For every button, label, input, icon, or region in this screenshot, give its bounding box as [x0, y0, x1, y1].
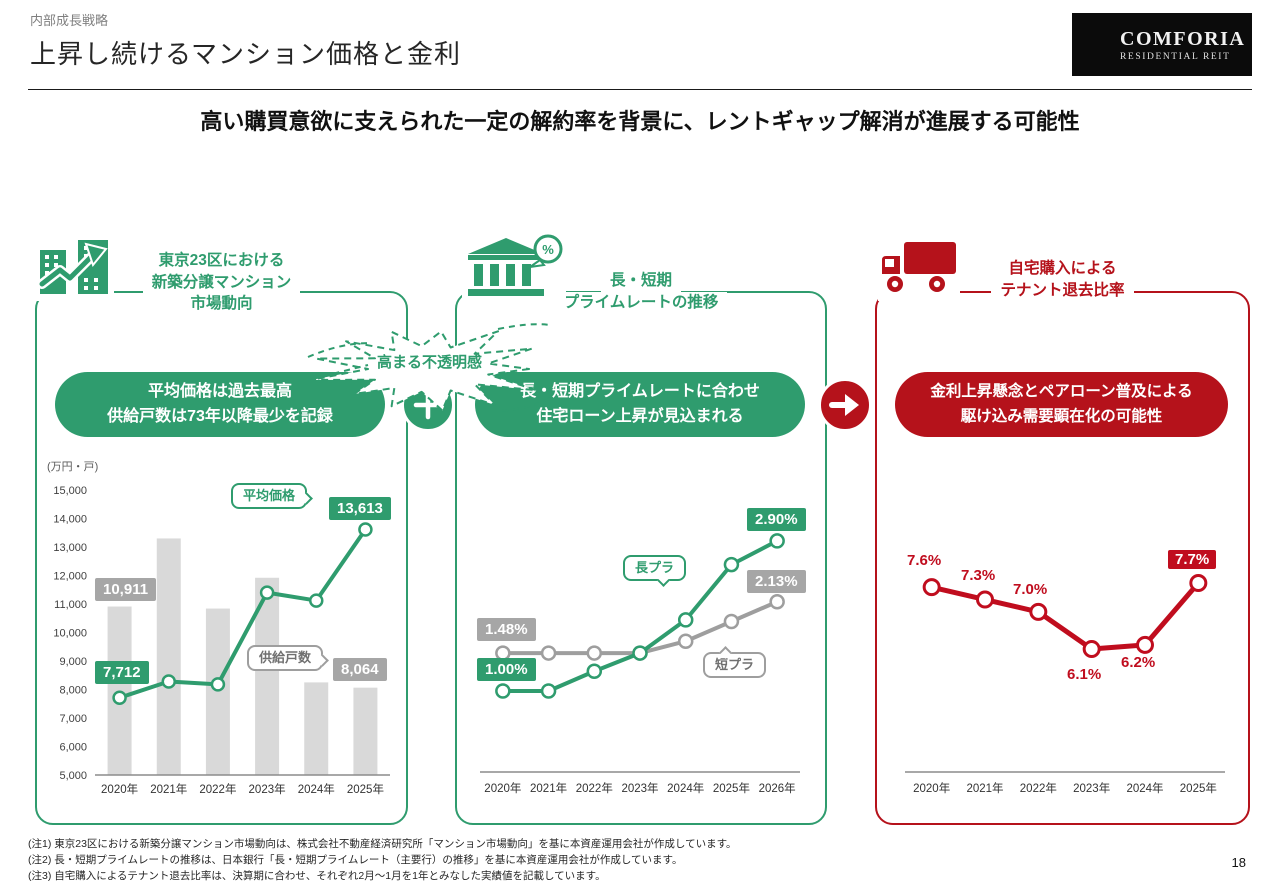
- footnote-3: (注3) 自宅購入によるテナント退去比率は、決算期に合わせ、それぞれ2月～1月を…: [28, 869, 606, 882]
- svg-text:2021年: 2021年: [150, 782, 187, 796]
- footnotes: (注1) 東京23区における新築分譲マンション市場動向は、株式会社不動産経済研究…: [28, 837, 737, 884]
- svg-text:%: %: [542, 242, 554, 257]
- short-rate-series-bubble: 短プラ: [703, 646, 767, 678]
- svg-text:2024年: 2024年: [1126, 781, 1163, 795]
- svg-text:9,000: 9,000: [59, 656, 87, 668]
- tenant-moveout-chart: 2020年 2021年 2022年 2023年 2024年 2025年 7.6% 7.3%…: [885, 540, 1245, 820]
- arrow-connector-icon: [818, 378, 872, 432]
- uncertainty-burst-label: 高まる不透明感: [376, 354, 482, 371]
- key-badge-left-line2: 供給戸数は73年以降最少を記録: [107, 407, 333, 425]
- price-end-value: 13,613: [329, 497, 391, 520]
- svg-text:14,000: 14,000: [53, 514, 87, 526]
- key-badge-middle-line1: 長・短期プライムレートに合わせ: [520, 382, 760, 400]
- long-rate-series-label: 長プラ: [635, 560, 675, 575]
- svg-text:2021年: 2021年: [966, 781, 1003, 795]
- panel-title-middle-line1: 長・短期: [600, 270, 681, 292]
- svg-text:13,000: 13,000: [53, 542, 87, 554]
- svg-text:2026年: 2026年: [759, 781, 796, 795]
- uncertainty-burst: 高まる不透明感: [302, 313, 557, 423]
- svg-text:2022年: 2022年: [199, 782, 236, 796]
- svg-text:2023年: 2023年: [249, 782, 286, 796]
- svg-text:2025年: 2025年: [713, 781, 750, 795]
- svg-text:2025年: 2025年: [347, 782, 384, 796]
- key-message: 高い購買意欲に支えられた一定の解約率を背景に、レントギャップ解消が進展する可能性: [200, 109, 1080, 134]
- svg-text:7,000: 7,000: [59, 713, 87, 725]
- long-rate-series-bubble: 長プラ: [623, 555, 687, 587]
- footnote-2: (注2) 長・短期プライムレートの推移は、日本銀行「長・短期プライムレート（主要…: [28, 853, 683, 866]
- supply-series-bubble: 供給戸数: [247, 645, 329, 671]
- svg-text:12,000: 12,000: [53, 571, 87, 583]
- panel-title-left: 東京23区における 新築分譲マンション 市場動向: [35, 250, 408, 316]
- key-badge-right-line2: 駆け込み需要顕在化の可能性: [960, 407, 1163, 425]
- logo-subtitle: RESIDENTIAL REIT: [1120, 51, 1231, 62]
- svg-text:2021年: 2021年: [530, 781, 567, 795]
- svg-text:2025年: 2025年: [1180, 781, 1217, 795]
- section-eyebrow: 内部成長戦略: [30, 13, 109, 28]
- svg-text:2024年: 2024年: [298, 782, 335, 796]
- svg-text:2020年: 2020年: [101, 782, 138, 796]
- svg-text:2024年: 2024年: [667, 781, 704, 795]
- buildings-chart-icon: [36, 236, 114, 301]
- panel-title-left-line2: 新築分譲マンション: [142, 271, 301, 294]
- panel-title-left-line3: 市場動向: [181, 293, 262, 316]
- panel-title-left-line1: 東京23区における: [149, 250, 294, 272]
- price-series-label: 平均価格: [243, 488, 296, 503]
- price-start-value: 7,712: [95, 661, 149, 684]
- short-rate-series-label: 短プラ: [715, 657, 755, 672]
- supply-start-value: 10,911: [95, 578, 157, 601]
- y-axis-unit-label: (万円・戸): [47, 461, 99, 473]
- panel-title-middle-line2: プライムレートの推移: [554, 291, 728, 314]
- footnote-1: (注1) 東京23区における新築分譲マンション市場動向は、株式会社不動産経済研究…: [28, 838, 737, 850]
- long-rate-end-value: 2.90%: [747, 508, 806, 531]
- svg-text:2023年: 2023年: [621, 781, 658, 795]
- key-badge-left-line1: 平均価格は過去最高: [147, 382, 292, 400]
- svg-text:2022年: 2022年: [1020, 781, 1057, 795]
- svg-text:8,000: 8,000: [59, 685, 87, 697]
- moveout-2023-value: 6.1%: [1067, 666, 1102, 683]
- logo-brand: COMFORIA: [1120, 27, 1246, 50]
- panel-title-right: 自宅購入による テナント退去比率: [875, 258, 1250, 302]
- svg-text:2020年: 2020年: [913, 781, 950, 795]
- panel-title-middle: 長・短期 プライムレートの推移: [455, 270, 827, 314]
- svg-text:2020年: 2020年: [484, 781, 521, 795]
- supply-end-value: 8,064: [333, 658, 387, 681]
- mansion-market-chart: (万円・戸) 5,000 6,000 7,000 8,000 9,000 10,000 11…: [45, 460, 395, 810]
- supply-series-label: 供給戸数: [259, 650, 312, 665]
- key-badge-right-line1: 金利上昇懸念とペアローン普及による: [930, 383, 1193, 401]
- moveout-2025-value: 7.7%: [1168, 550, 1217, 569]
- page-number: 18: [1231, 855, 1246, 870]
- moveout-2024-value: 6.2%: [1121, 654, 1156, 671]
- short-rate-end-value: 2.13%: [747, 570, 806, 593]
- truck-icon: [878, 238, 960, 301]
- bank-percent-icon: %: [462, 232, 566, 305]
- prime-rate-chart: 2020年 2021年 2022年 2023年 2024年 2025年 2026年 1.48…: [465, 500, 815, 810]
- key-badge-middle-line2: 住宅ローン上昇が見込まれる: [536, 407, 744, 425]
- svg-text:5,000: 5,000: [59, 770, 87, 782]
- svg-text:6,000: 6,000: [59, 742, 87, 754]
- svg-text:10,000: 10,000: [53, 628, 87, 640]
- price-series-bubble: 平均価格: [231, 483, 313, 509]
- key-badge-left: 平均価格は過去最高 供給戸数は73年以降最少を記録: [55, 372, 385, 437]
- moveout-2022-value: 7.0%: [1013, 581, 1048, 598]
- long-rate-start-value: 1.00%: [477, 658, 536, 681]
- panel-title-right-line1: 自宅購入による: [999, 258, 1126, 280]
- comforia-logo: COMFORIA RESIDENTIAL REIT: [1072, 13, 1252, 76]
- svg-text:2022年: 2022年: [576, 781, 613, 795]
- svg-text:2023年: 2023年: [1073, 781, 1110, 795]
- crescent-moon-icon: [1082, 19, 1108, 70]
- key-badge-right: 金利上昇懸念とペアローン普及による 駆け込み需要顕在化の可能性: [895, 372, 1228, 437]
- moveout-2020-value: 7.6%: [907, 552, 942, 569]
- short-rate-start-value: 1.48%: [477, 618, 536, 641]
- key-badge-middle: 長・短期プライムレートに合わせ 住宅ローン上昇が見込まれる: [475, 372, 805, 437]
- panel-title-right-line2: テナント退去比率: [991, 279, 1134, 302]
- moveout-2021-value: 7.3%: [961, 567, 996, 584]
- svg-text:15,000: 15,000: [53, 485, 87, 497]
- page-title: 上昇し続けるマンション価格と金利: [30, 39, 461, 69]
- header-divider: [28, 89, 1252, 90]
- svg-text:11,000: 11,000: [54, 599, 87, 611]
